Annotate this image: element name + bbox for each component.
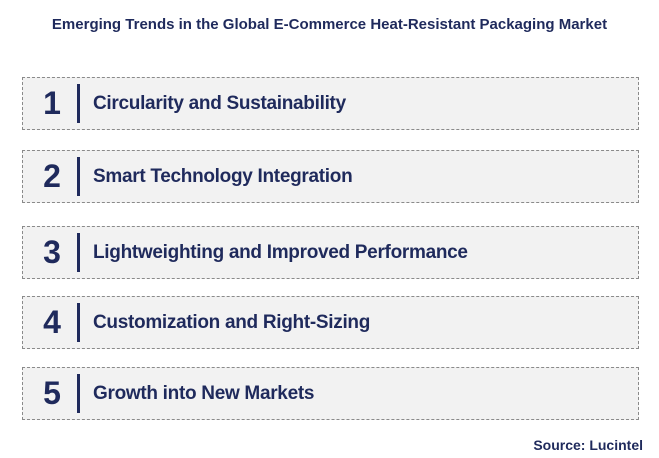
trend-number: 4	[43, 304, 61, 340]
trend-label: Customization and Right-Sizing	[93, 311, 371, 333]
trend-number: 1	[43, 85, 61, 121]
divider	[77, 84, 80, 123]
trend-box: 5 Growth into New Markets	[22, 367, 639, 420]
trend-number: 3	[43, 234, 61, 270]
trend-box: 2 Smart Technology Integration	[22, 150, 639, 203]
source: Source: Lucintel	[533, 437, 643, 453]
trend-label: Smart Technology Integration	[93, 165, 353, 187]
divider	[77, 233, 80, 272]
divider	[77, 374, 80, 413]
trend-label: Lightweighting and Improved Performance	[93, 241, 468, 263]
trend-box: 4 Customization and Right-Sizing	[22, 296, 639, 349]
divider	[77, 303, 80, 342]
trend-number: 5	[43, 375, 61, 411]
divider	[77, 157, 80, 196]
trend-box: 1 Circularity and Sustainability	[22, 77, 639, 130]
trend-box: 3 Lightweighting and Improved Performance	[22, 226, 639, 279]
trend-label: Growth into New Markets	[93, 382, 315, 404]
title: Emerging Trends in the Global E-Commerce…	[51, 16, 608, 33]
trend-number: 2	[43, 158, 61, 194]
trend-label: Circularity and Sustainability	[93, 92, 346, 114]
